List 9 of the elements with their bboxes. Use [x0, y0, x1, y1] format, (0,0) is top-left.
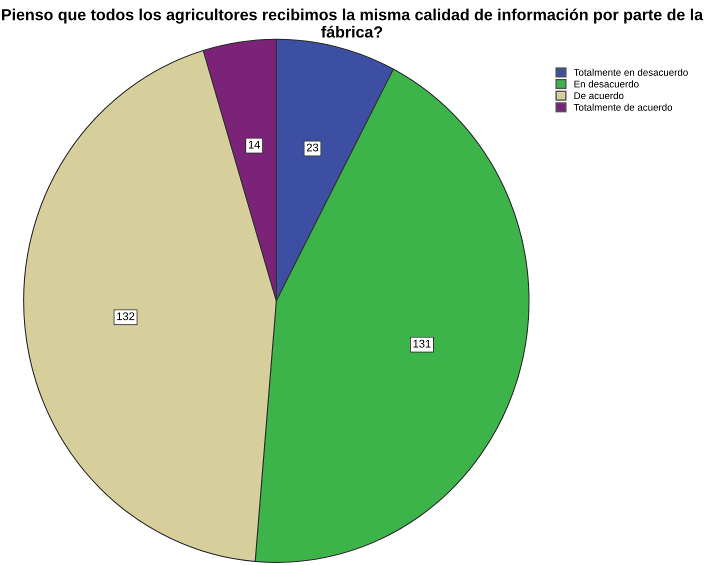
data-label: 14 — [248, 140, 260, 149]
legend-label: Totalmente de acuerdo — [574, 104, 672, 111]
legend-label: De acuerdo — [574, 92, 624, 100]
data-label: 23 — [306, 144, 318, 152]
data-label: 131 — [413, 340, 431, 348]
data-label: 132 — [117, 312, 134, 320]
legend-label: En desacuerdo — [574, 80, 639, 88]
legend-label: Totalmente en desacuerdo — [574, 68, 688, 76]
chart-title: Pienso que todos los agricultores recibimos la misma calidad de información por parte de la fábrica? — [2, 8, 704, 38]
